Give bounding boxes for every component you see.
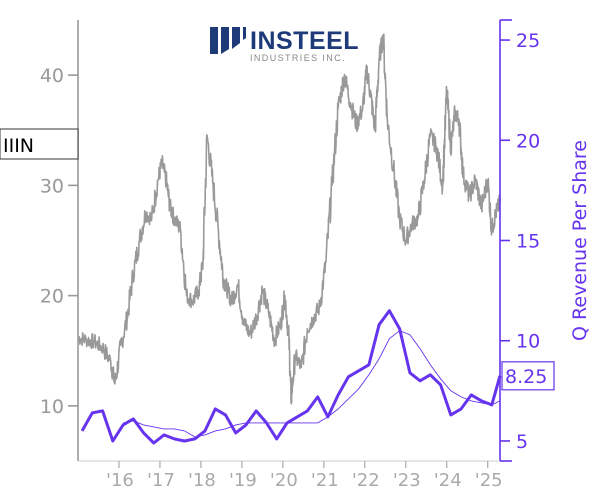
y-tick-label-right: 25 xyxy=(516,30,540,52)
x-tick-label: '20 xyxy=(270,470,298,491)
ticker-tag-box xyxy=(0,128,79,160)
x-tick-label: '23 xyxy=(393,470,421,491)
y-tick-label-right: 20 xyxy=(516,130,540,152)
tags-layer: IIIN 8.25 xyxy=(0,128,555,391)
revenue-series xyxy=(80,309,502,445)
axes-layer: 10 20 30 40 5 10 15 20 25 Q Revenue Per Share '16 '… xyxy=(40,19,591,491)
x-tick-label: '16 xyxy=(106,470,134,491)
y-tick-label-left: 30 xyxy=(40,175,64,197)
y-axis-label-right: Q Revenue Per Share xyxy=(569,140,591,341)
logo-icon xyxy=(210,27,246,54)
x-tick-label: '19 xyxy=(229,470,257,491)
logo-subtitle: INDUSTRIES INC. xyxy=(250,53,346,63)
y-tick-label-left: 20 xyxy=(40,286,64,308)
x-tick-label: '24 xyxy=(434,470,462,491)
y-tick-label-right: 15 xyxy=(516,231,540,253)
y-tick-label-left: 10 xyxy=(40,396,64,418)
last-value-label: 8.25 xyxy=(505,366,547,388)
average-series xyxy=(123,330,501,438)
y-tick-label-right: 10 xyxy=(516,331,540,353)
x-tick-label: '18 xyxy=(188,470,216,491)
x-tick-label: '22 xyxy=(352,470,380,491)
x-tick-label: '25 xyxy=(475,470,503,491)
price-line xyxy=(77,33,501,405)
revenue-line xyxy=(80,309,502,445)
average-line xyxy=(123,330,501,438)
logo-name: INSTEEL xyxy=(250,27,359,55)
ticker-tag-label: IIIN xyxy=(3,135,34,157)
y-tick-label-right: 5 xyxy=(516,431,528,453)
last-value-box xyxy=(501,361,555,391)
x-tick-label: '21 xyxy=(311,470,339,491)
y-tick-label-left: 40 xyxy=(40,65,64,87)
x-tick-label: '17 xyxy=(147,470,175,491)
company-logo: INSTEEL INDUSTRIES INC. xyxy=(210,27,359,63)
price-series xyxy=(77,33,501,405)
